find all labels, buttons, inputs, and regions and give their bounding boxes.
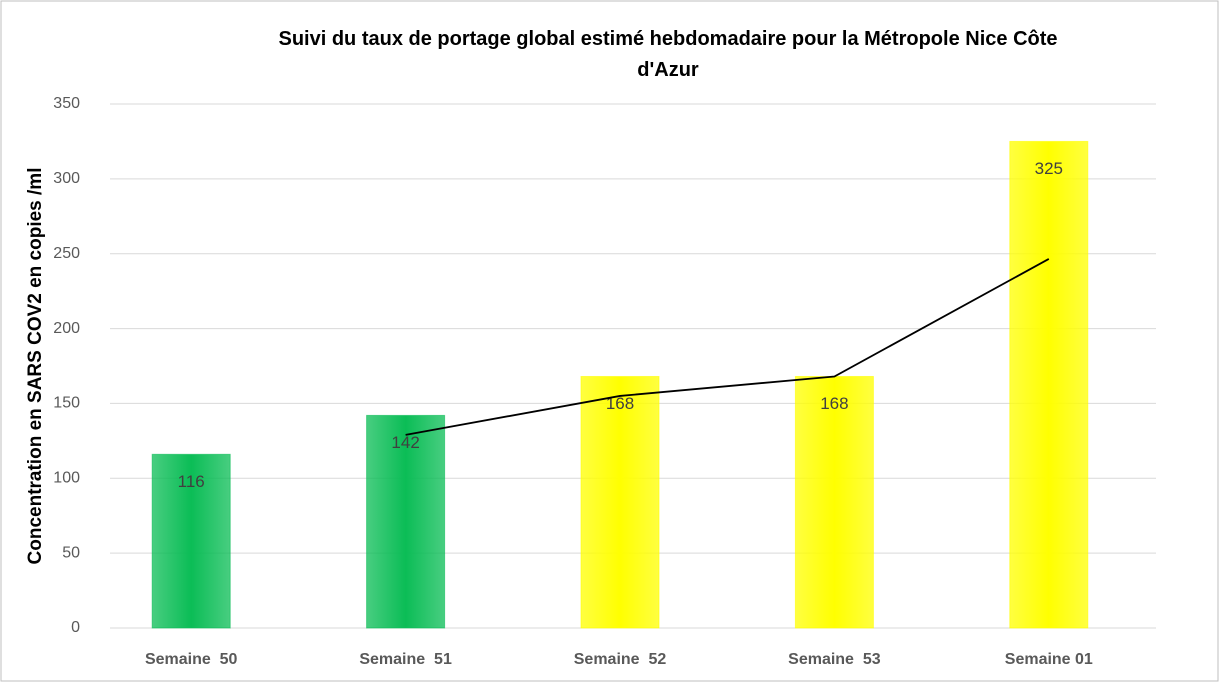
trend-line (405, 258, 1050, 436)
x-tick-label: Semaine 01 (1005, 651, 1093, 668)
bar (151, 453, 231, 629)
bar (366, 414, 446, 629)
x-tick-label: Semaine 51 (359, 651, 452, 668)
y-tick-label: 350 (53, 95, 80, 112)
y-axis-label: Concentration en SARS COV2 en copies /ml (25, 168, 46, 565)
bar (794, 375, 874, 629)
y-tick-label: 300 (53, 170, 80, 187)
y-tick-label: 50 (62, 544, 80, 561)
data-label: 168 (820, 394, 848, 413)
x-tick-label: Semaine 50 (145, 651, 238, 668)
data-label: 168 (606, 394, 634, 413)
x-tick-label: Semaine 52 (574, 651, 667, 668)
bar (1009, 140, 1089, 629)
bar (580, 375, 660, 629)
data-label: 116 (178, 472, 205, 491)
y-tick-label: 100 (53, 470, 80, 487)
data-label: 325 (1035, 159, 1063, 178)
x-tick-label: Semaine 53 (788, 651, 881, 668)
y-tick-label: 250 (53, 245, 80, 262)
y-tick-label: 150 (53, 395, 80, 412)
y-tick-label: 0 (71, 619, 80, 636)
chart-title: Suivi du taux de portage global estimé h… (278, 28, 1058, 81)
data-label: 142 (391, 433, 419, 452)
y-tick-label: 200 (53, 320, 80, 337)
